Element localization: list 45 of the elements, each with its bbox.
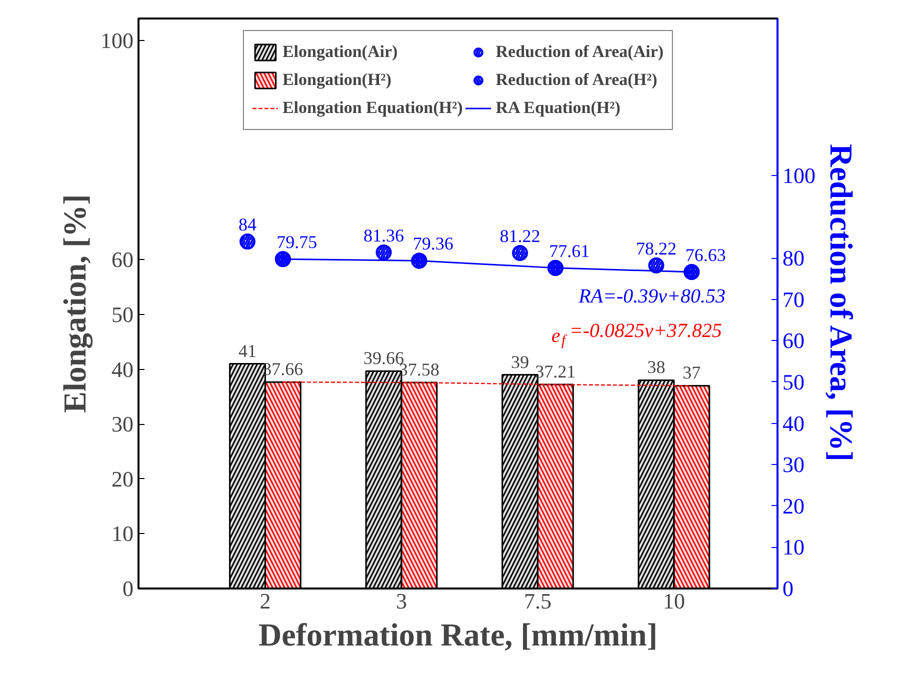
annotation: RA=-0.39v+80.53 (578, 286, 726, 308)
data-label: 77.61 (549, 240, 590, 261)
y2-tick-label: 100 (782, 162, 816, 188)
x-tick-label: 7.5 (524, 588, 552, 614)
y-tick-label: 0 (122, 576, 134, 601)
y2-tick-label: 80 (782, 246, 804, 271)
y2-tick-label: 60 (782, 328, 804, 354)
data-label: 84 (238, 214, 256, 235)
x-tick-label: 10 (662, 588, 685, 614)
x-tick-label: 2 (260, 588, 271, 614)
y-tick-label: 100 (100, 28, 134, 53)
y-axis-title: Elongation, [%] (56, 194, 94, 413)
legend-label: Elongation(Air) (282, 41, 398, 63)
legend-label: RA Equation(H²) (496, 97, 620, 119)
data-label: 39 (510, 352, 529, 372)
legend-label: Elongation(H²) (282, 69, 392, 91)
x-tick-label: 3 (396, 588, 407, 614)
data-label: 37 (682, 362, 701, 383)
y2-tick-label: 30 (782, 452, 804, 478)
data-label: 81.22 (500, 226, 540, 246)
legend-label: Reduction of Area(H²) (496, 69, 658, 91)
y2-tick-label: 20 (782, 493, 804, 518)
y-tick-label: 10 (112, 521, 134, 546)
data-label: 79.36 (412, 234, 454, 254)
legend-label: Elongation Equation(H²) (282, 97, 463, 119)
y2-tick-label: 70 (782, 286, 804, 312)
x-axis-title: Deformation Rate, [mm/min] (258, 616, 658, 652)
y-tick-label: 50 (112, 302, 134, 327)
y-tick-label: 60 (112, 247, 134, 272)
y2-tick-label: 10 (782, 534, 804, 560)
data-label: 37.21 (535, 362, 576, 382)
legend-label: Reduction of Area(Air) (496, 41, 664, 63)
y-tick-label: 40 (112, 356, 134, 382)
data-label: 38 (647, 357, 666, 378)
data-label: 41 (238, 340, 256, 361)
data-label: 78.22 (636, 238, 676, 258)
y2-tick-label: 50 (782, 369, 804, 394)
data-label: 79.75 (276, 232, 318, 252)
data-label: 76.63 (685, 244, 726, 265)
y2-tick-label: 40 (782, 410, 804, 436)
y-tick-label: 20 (112, 466, 134, 492)
data-label: 81.36 (363, 225, 404, 246)
y2-tick-label: 0 (782, 576, 794, 601)
y2-axis-title: Reduction of Area, [%] (824, 144, 860, 462)
y-tick-label: 30 (112, 412, 134, 437)
